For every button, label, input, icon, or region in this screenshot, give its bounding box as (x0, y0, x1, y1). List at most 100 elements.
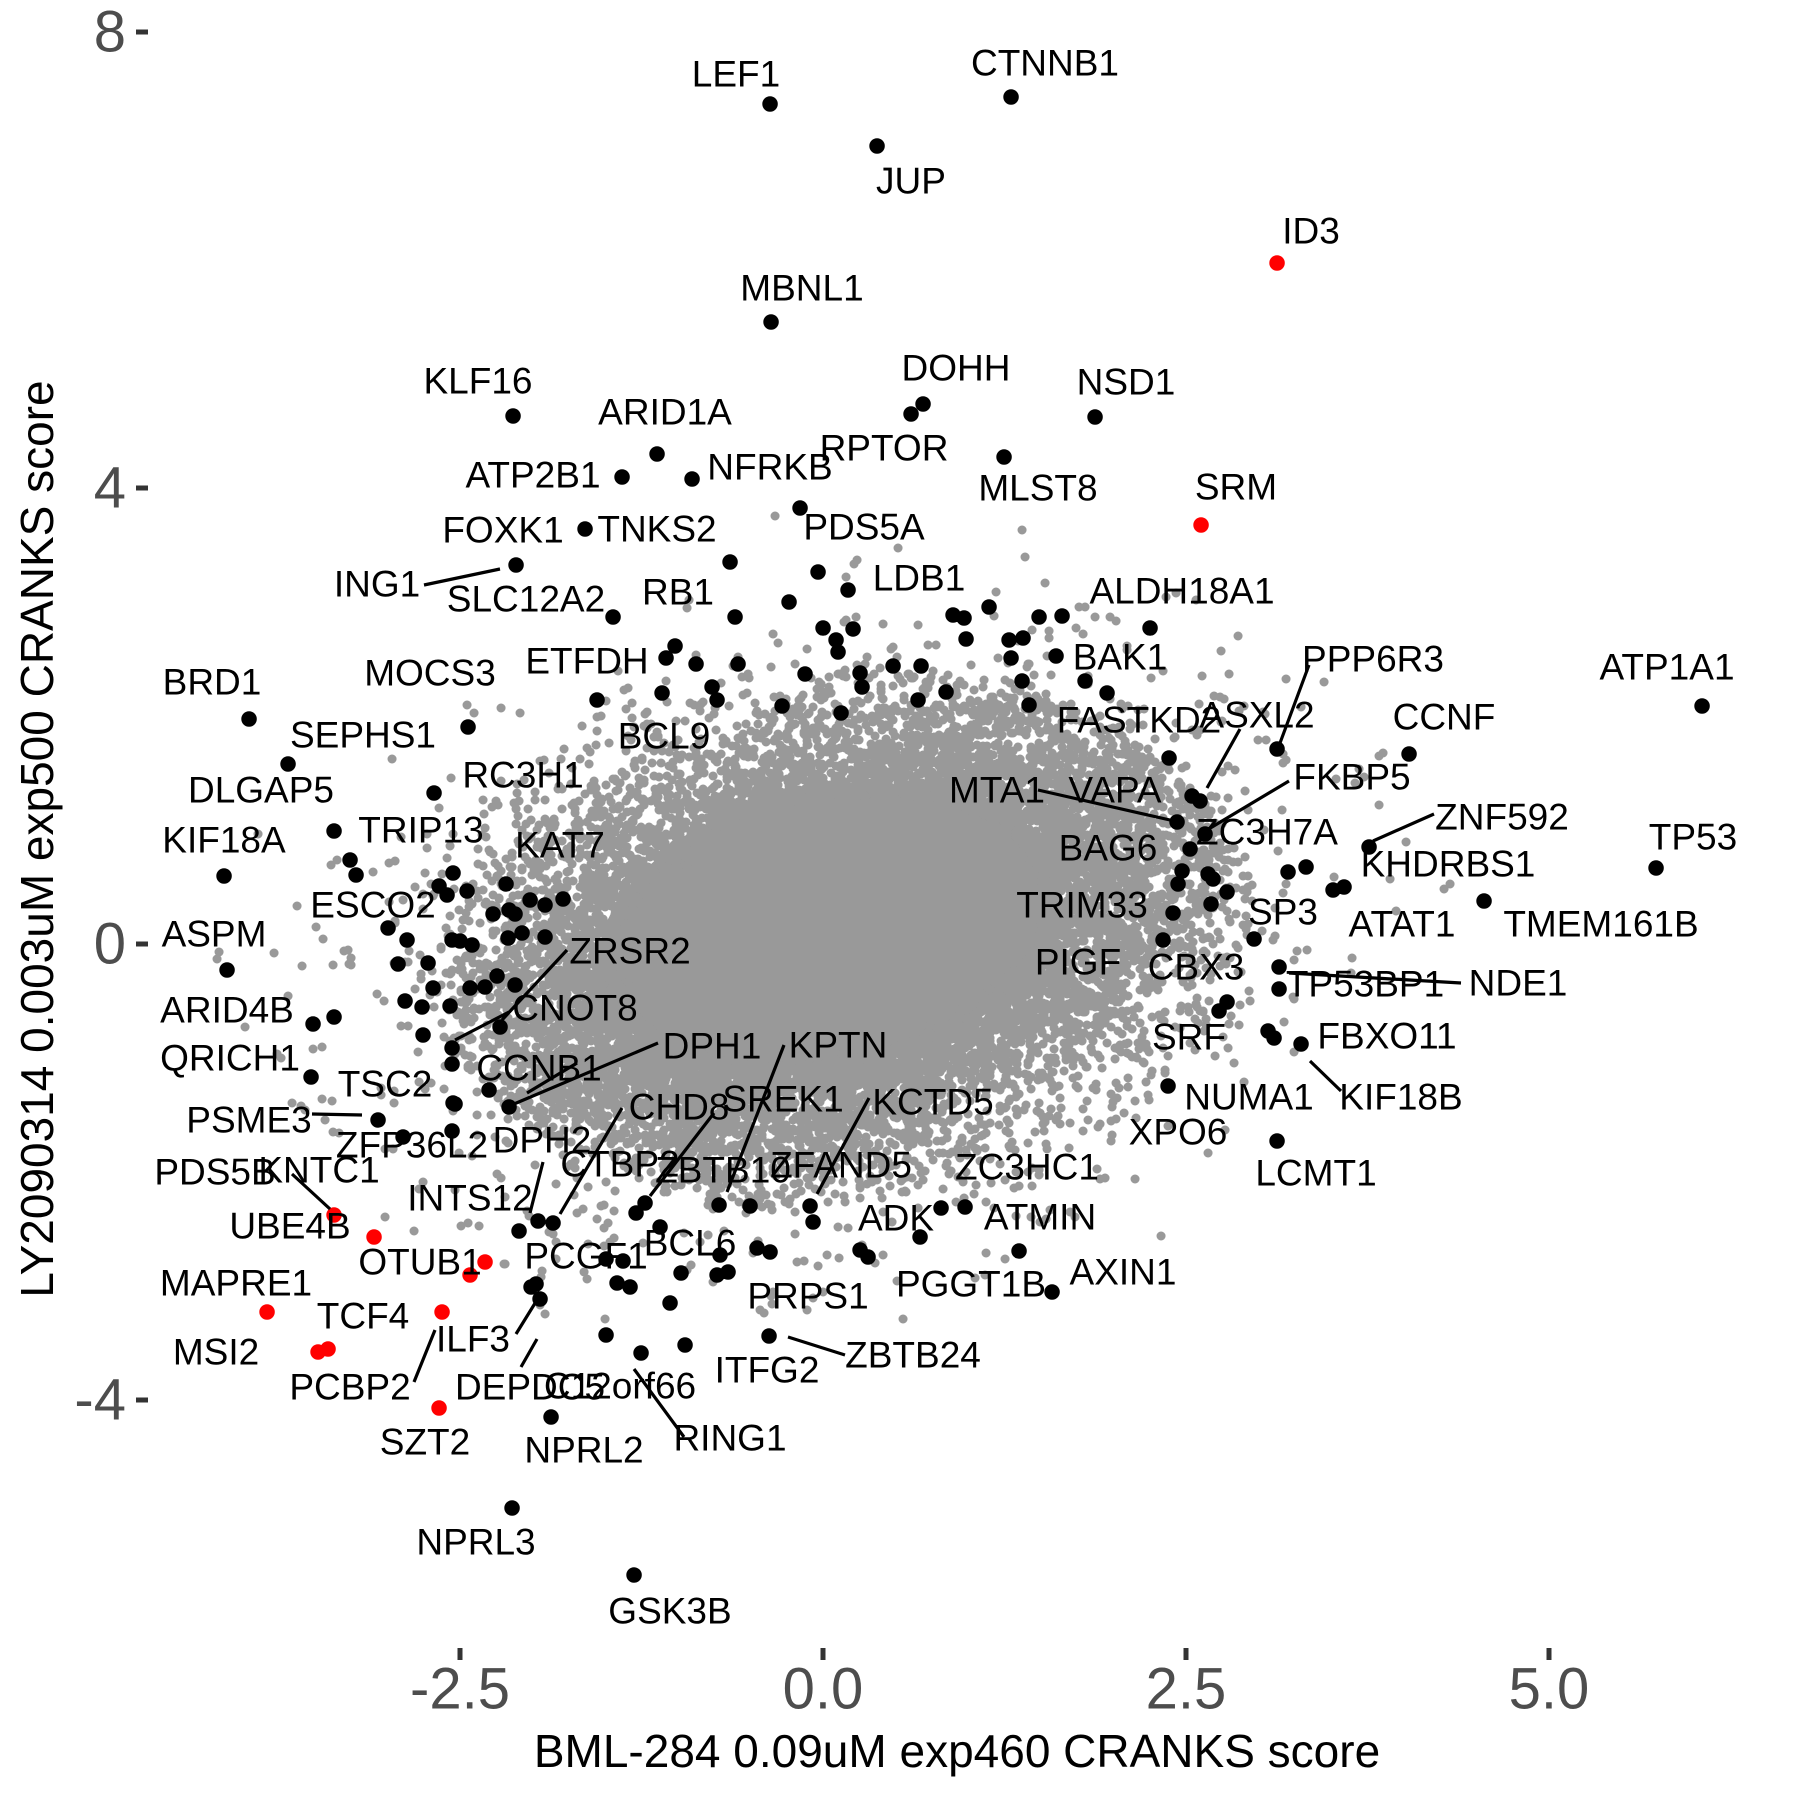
svg-text:CNOT8: CNOT8 (512, 988, 637, 1029)
svg-text:QRICH1: QRICH1 (160, 1038, 300, 1079)
svg-text:ZBTB10: ZBTB10 (655, 1150, 791, 1191)
svg-text:BAG6: BAG6 (1059, 828, 1158, 869)
svg-text:PIGF: PIGF (1035, 942, 1121, 983)
svg-text:TNKS2: TNKS2 (597, 509, 716, 550)
svg-text:PDS5A: PDS5A (803, 507, 925, 548)
svg-text:ZRSR2: ZRSR2 (569, 931, 690, 972)
svg-text:RPTOR: RPTOR (820, 428, 949, 469)
svg-text:DEPDC5: DEPDC5 (455, 1367, 605, 1408)
svg-text:KNTC1: KNTC1 (258, 1150, 379, 1191)
svg-text:PDS5B: PDS5B (154, 1152, 275, 1193)
svg-text:5.0: 5.0 (1509, 1657, 1590, 1722)
svg-text:SRF: SRF (1152, 1017, 1226, 1058)
svg-text:BCL9: BCL9 (618, 716, 711, 757)
svg-text:SZT2: SZT2 (380, 1422, 470, 1463)
svg-text:NPRL2: NPRL2 (524, 1430, 643, 1471)
svg-text:MBNL1: MBNL1 (740, 268, 863, 309)
svg-text:ASXL2: ASXL2 (1199, 695, 1314, 736)
svg-text:TRIM33: TRIM33 (1016, 885, 1148, 926)
svg-text:SEPHS1: SEPHS1 (290, 715, 436, 756)
svg-text:PGGT1B: PGGT1B (896, 1264, 1046, 1305)
svg-text:KIF18B: KIF18B (1339, 1077, 1462, 1118)
svg-text:SRM: SRM (1195, 467, 1277, 508)
svg-text:8: 8 (94, 0, 126, 65)
svg-text:TMEM161B: TMEM161B (1503, 904, 1698, 945)
svg-text:LCMT1: LCMT1 (1255, 1153, 1376, 1194)
svg-text:ATP1A1: ATP1A1 (1599, 647, 1734, 688)
svg-text:TP53: TP53 (1649, 817, 1737, 858)
svg-text:FOXK1: FOXK1 (442, 510, 563, 551)
svg-text:SLC12A2: SLC12A2 (447, 579, 605, 620)
svg-text:-4: -4 (74, 1368, 126, 1433)
svg-text:ARID4B: ARID4B (160, 990, 294, 1031)
svg-text:NPRL3: NPRL3 (416, 1522, 535, 1563)
svg-text:TSC2: TSC2 (338, 1064, 433, 1105)
svg-text:0.0: 0.0 (783, 1657, 864, 1722)
svg-text:ATMIN: ATMIN (984, 1197, 1096, 1238)
svg-text:BML-284 0.09uM exp460 CRANKS s: BML-284 0.09uM exp460 CRANKS score (534, 1725, 1380, 1777)
svg-text:PCBP2: PCBP2 (289, 1367, 410, 1408)
svg-text:LEF1: LEF1 (692, 54, 780, 95)
svg-text:-2.5: -2.5 (410, 1657, 510, 1722)
svg-text:ILF3: ILF3 (436, 1319, 510, 1360)
svg-text:ZFP36L2: ZFP36L2 (336, 1125, 488, 1166)
svg-text:MLST8: MLST8 (978, 468, 1097, 509)
svg-text:ZNF592: ZNF592 (1435, 797, 1569, 838)
svg-text:KCTD5: KCTD5 (872, 1082, 993, 1123)
svg-text:LY2090314 0.003uM exp500 CRANK: LY2090314 0.003uM exp500 CRANKS score (11, 380, 63, 1297)
svg-text:ARID1A: ARID1A (598, 392, 732, 433)
svg-text:MOCS3: MOCS3 (364, 653, 496, 694)
svg-text:TRIP13: TRIP13 (358, 810, 483, 851)
svg-text:PCGF1: PCGF1 (524, 1236, 647, 1277)
svg-text:ESCO2: ESCO2 (310, 885, 435, 926)
svg-text:BCL6: BCL6 (644, 1223, 737, 1264)
svg-text:CCNB1: CCNB1 (476, 1048, 601, 1089)
svg-text:ATAT1: ATAT1 (1349, 904, 1456, 945)
svg-text:CTNNB1: CTNNB1 (971, 43, 1119, 84)
svg-text:0: 0 (94, 912, 126, 977)
svg-text:2.5: 2.5 (1146, 1657, 1227, 1722)
svg-text:DOHH: DOHH (902, 348, 1011, 389)
svg-text:KHDRBS1: KHDRBS1 (1361, 844, 1536, 885)
svg-text:ETFDH: ETFDH (525, 641, 648, 682)
svg-text:LDB1: LDB1 (873, 558, 966, 599)
svg-text:CBX3: CBX3 (1148, 947, 1245, 988)
svg-text:VAPA: VAPA (1068, 770, 1162, 811)
svg-text:NFRKB: NFRKB (707, 447, 832, 488)
svg-text:ZC3HC1: ZC3HC1 (955, 1147, 1099, 1188)
svg-text:CTBP2: CTBP2 (560, 1144, 679, 1185)
svg-text:BAK1: BAK1 (1073, 637, 1168, 678)
svg-text:CHD8: CHD8 (629, 1087, 730, 1128)
svg-text:C12orf66: C12orf66 (544, 1366, 696, 1407)
svg-text:PPP6R3: PPP6R3 (1302, 639, 1444, 680)
svg-text:DPH1: DPH1 (663, 1026, 762, 1067)
svg-text:CCNF: CCNF (1393, 697, 1496, 738)
svg-text:KLF16: KLF16 (423, 361, 532, 402)
svg-text:BRD1: BRD1 (163, 662, 262, 703)
svg-text:ZFAND5: ZFAND5 (770, 1145, 912, 1186)
svg-text:ADK: ADK (858, 1198, 934, 1239)
svg-text:OTUB1: OTUB1 (358, 1242, 481, 1283)
svg-text:ASPM: ASPM (162, 914, 267, 955)
svg-text:RB1: RB1 (642, 572, 714, 613)
svg-text:JUP: JUP (876, 161, 946, 202)
svg-text:TCF4: TCF4 (317, 1296, 410, 1337)
svg-text:ITFG2: ITFG2 (715, 1350, 820, 1391)
svg-text:4: 4 (94, 456, 126, 521)
svg-text:PSME3: PSME3 (186, 1100, 311, 1141)
svg-text:FKBP5: FKBP5 (1293, 757, 1410, 798)
svg-text:SREK1: SREK1 (722, 1079, 843, 1120)
svg-text:SP3: SP3 (1248, 892, 1318, 933)
svg-text:NDE1: NDE1 (1469, 963, 1568, 1004)
svg-text:UBE4B: UBE4B (229, 1206, 350, 1247)
svg-text:RC3H1: RC3H1 (462, 755, 583, 796)
svg-text:KPTN: KPTN (789, 1025, 888, 1066)
svg-text:ATP2B1: ATP2B1 (465, 455, 600, 496)
svg-text:ALDH18A1: ALDH18A1 (1089, 571, 1274, 612)
svg-text:DPH2: DPH2 (493, 1120, 592, 1161)
svg-text:PRPS1: PRPS1 (747, 1276, 868, 1317)
svg-text:MAPRE1: MAPRE1 (160, 1263, 312, 1304)
svg-text:TP53BP1: TP53BP1 (1286, 964, 1444, 1005)
svg-text:KIF18A: KIF18A (162, 820, 286, 861)
svg-text:DLGAP5: DLGAP5 (188, 770, 334, 811)
